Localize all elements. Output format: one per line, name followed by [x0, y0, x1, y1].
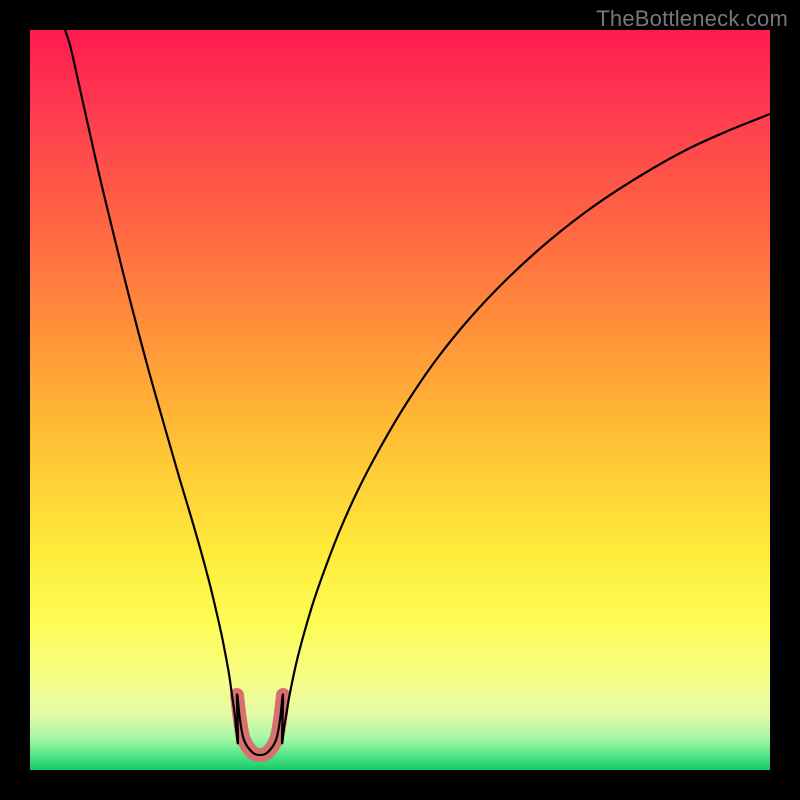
chart-frame: TheBottleneck.com — [0, 0, 800, 800]
chart-svg — [30, 30, 770, 770]
chart-background — [30, 30, 770, 770]
watermark-text: TheBottleneck.com — [596, 6, 788, 32]
